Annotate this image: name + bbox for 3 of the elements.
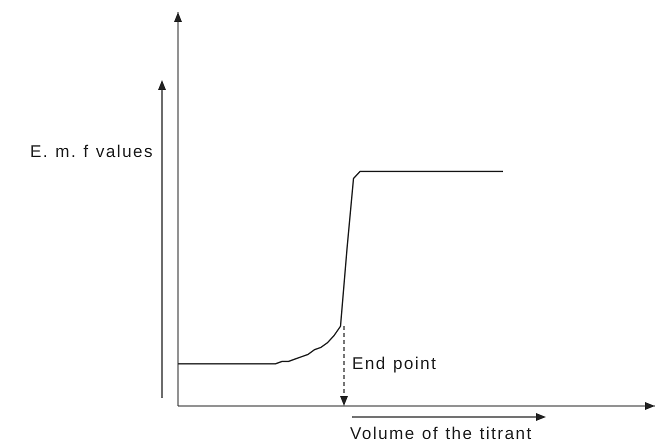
- y-axis-title: E. m. f values: [30, 142, 154, 162]
- x-axis-title: Volume of the titrant: [350, 424, 533, 444]
- annotation: End point: [352, 354, 438, 374]
